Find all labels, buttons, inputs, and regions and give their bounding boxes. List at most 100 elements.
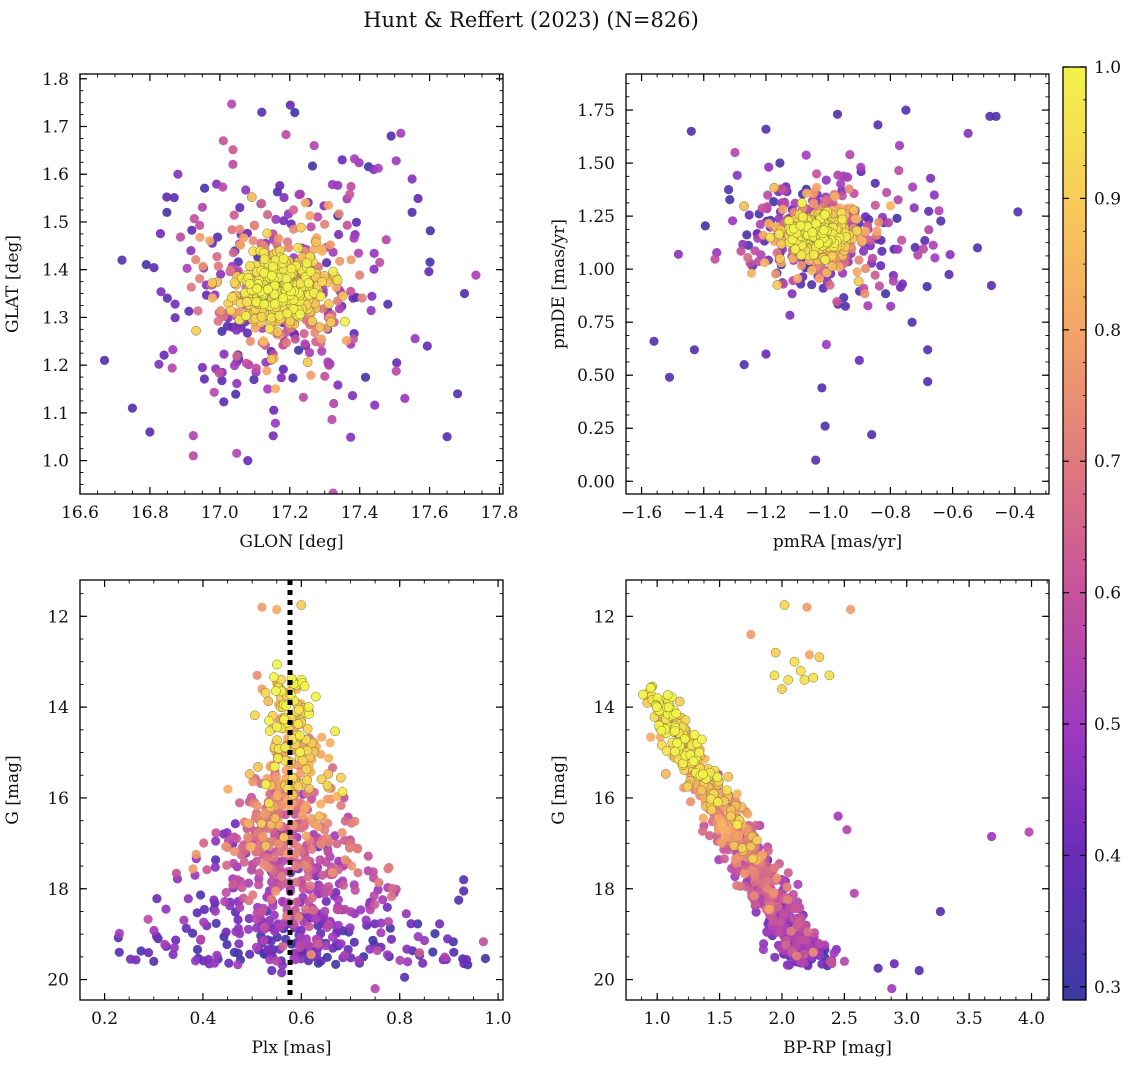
scatter-point [127,403,137,413]
scatter-point [656,725,667,736]
scatter-point [248,777,258,787]
axes-frame [79,579,504,1001]
scatter-point [372,945,382,956]
scatter-point [252,856,262,867]
scatter-point [223,784,233,794]
scatter-point [298,755,308,766]
scatter-point [257,198,267,209]
scatter-point [922,281,932,292]
scatter-point [272,327,283,337]
scatter-point [386,892,397,902]
scatter-point [783,868,793,878]
scatter-point [225,265,236,275]
scatter-point [717,819,727,829]
scatter-point [316,774,327,785]
scatter-point [746,629,756,640]
scatter-point [322,258,332,268]
scatter-point [298,884,308,894]
scatter-point [822,268,832,278]
scatter-point [368,867,378,877]
scatter-point [173,169,183,179]
scatter-point [860,226,871,236]
scatter-point [383,917,393,927]
scatter-point [349,937,359,947]
scatter-point [854,355,864,365]
scatter-point [288,224,299,234]
scatter-point [152,894,162,904]
scatter-point [401,909,411,919]
scatter-point [442,432,452,442]
scatter-point [986,280,997,291]
scatter-point [282,282,293,292]
scatter-point [376,928,386,938]
scatter-point [301,831,311,841]
scatter-point [284,243,294,253]
scatter-point [345,189,355,199]
scatter-point [235,902,245,913]
scatter-point [700,221,710,231]
scatter-point [227,99,237,109]
scatter-point [742,230,752,240]
scatter-point [860,289,870,299]
scatter-point [221,841,231,852]
scatter-point [812,169,822,179]
scatter-point [825,957,835,967]
scatter-point [257,602,267,612]
x-tick-label: 1.5 [706,1009,733,1029]
scatter-point [278,856,288,866]
scatter-point [198,261,208,271]
scatter-point [195,232,205,242]
scatter-point [219,349,229,359]
scatter-point [882,187,892,198]
scatter-point [459,288,470,299]
scatter-point [789,656,800,667]
scatter-point [268,431,278,441]
scatter-point [317,732,327,742]
scatter-point [929,190,939,200]
scatter-point [229,210,239,220]
scatter-point [332,275,343,285]
scatter-point [214,368,224,378]
scatter-point [263,696,274,707]
scatter-point [229,846,239,857]
scatter-point [341,336,352,346]
scatter-point [778,909,788,919]
scatter-point [246,842,256,852]
scatter-point [269,405,279,415]
scatter-point [230,819,240,829]
pmra-pmde-points [649,105,1023,465]
scatter-point [787,289,797,299]
y-tick-label: 1.7 [42,118,69,138]
scatter-point [694,747,705,758]
scatter-point [425,226,435,236]
scatter-point [327,179,337,190]
scatter-point [776,239,787,250]
scatter-point [430,929,440,939]
scatter-point [334,304,345,314]
scatter-point [244,913,254,924]
scatter-point [143,948,154,958]
scatter-point [924,206,934,216]
scatter-point [286,263,297,274]
scatter-point [224,958,234,968]
y-tick-label: 1.5 [42,213,69,233]
scatter-point [935,906,946,917]
x-tick-label: −0.6 [932,503,973,523]
scatter-point [334,209,344,219]
scatter-point [264,798,274,809]
scatter-point [326,317,337,328]
scatter-point [288,205,299,215]
scatter-point [790,198,800,208]
scatter-point [209,387,219,397]
scatter-point [793,273,803,284]
scatter-point [369,248,379,258]
scatter-point [382,902,392,912]
scatter-point [232,448,242,458]
scatter-point [725,195,735,205]
scatter-point [849,205,860,216]
x-tick-label: 3.0 [893,1009,920,1029]
scatter-point [213,261,223,271]
scatter-point [307,893,317,903]
scatter-point [272,790,283,801]
scatter-point [934,206,944,216]
